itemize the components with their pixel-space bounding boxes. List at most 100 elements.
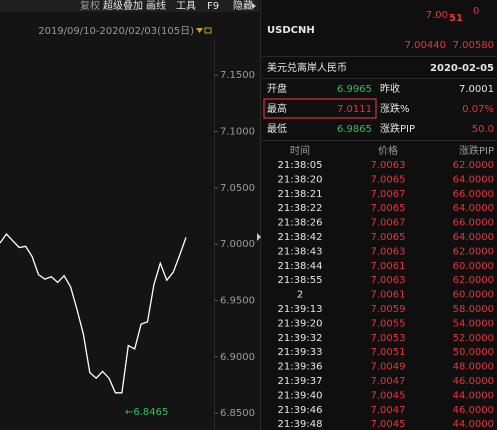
table-cell: 64.0000 <box>453 174 494 185</box>
column-header: 时间 <box>290 144 310 157</box>
collapse-arrow[interactable] <box>257 233 261 241</box>
stat-value: 50.0 <box>472 124 494 135</box>
table-cell: 7.0063 <box>371 160 406 171</box>
chart-panel <box>0 0 259 430</box>
stat-value: 7.0111 <box>337 104 372 115</box>
quote-panel <box>262 0 497 430</box>
instrument-name: 美元兑离岸人民币 <box>267 61 347 74</box>
table-cell: 21:39:33 <box>278 347 323 358</box>
table-cell: 60.0000 <box>453 290 494 301</box>
bid: 7.00440 <box>405 40 446 51</box>
table-cell: 7.0055 <box>371 318 406 329</box>
table-cell: 21:38:44 <box>278 261 323 272</box>
y-tick-label: 6.8500 <box>220 408 255 419</box>
table-cell: 7.0047 <box>371 376 406 387</box>
min-annotation: ←6.8465 <box>125 407 168 418</box>
table-cell: 21:39:20 <box>278 318 323 329</box>
stat-value: 7.0001 <box>459 84 494 95</box>
table-cell: 21:39:13 <box>278 304 323 315</box>
y-tick-label: 7.0500 <box>220 183 255 194</box>
y-tick-label: 6.9500 <box>220 295 255 306</box>
table-cell: 7.0045 <box>371 390 406 401</box>
table-cell: 7.0065 <box>371 174 406 185</box>
quote-date: 2020-02-05 <box>430 63 494 74</box>
y-tick-label: 6.9000 <box>220 352 255 363</box>
table-cell: 62.0000 <box>453 275 494 286</box>
table-cell: 44.0000 <box>453 419 494 430</box>
stat-label: 最高 <box>267 102 287 115</box>
table-cell: 48.0000 <box>453 362 494 373</box>
table-cell: 54.0000 <box>453 318 494 329</box>
table-cell: 21:38:42 <box>278 232 323 243</box>
table-cell: 62.0000 <box>453 160 494 171</box>
y-tick-label: 7.1500 <box>220 70 255 81</box>
toolbar-item[interactable]: 隐藏 <box>233 0 253 12</box>
y-tick-label: 7.1000 <box>220 126 255 137</box>
table-cell: 7.0067 <box>371 189 406 200</box>
stat-label: 涨跌% <box>380 102 410 115</box>
table-cell: 7.0065 <box>371 232 406 243</box>
lock-icon[interactable] <box>204 27 212 34</box>
stat-value: 0.07% <box>462 104 494 115</box>
stat-label: 最低 <box>267 122 287 135</box>
table-cell: 21:39:40 <box>278 390 323 401</box>
highlight-box <box>263 98 377 119</box>
table-cell: 62.0000 <box>453 246 494 257</box>
ask: 7.00580 <box>453 40 494 51</box>
toolbar <box>0 0 259 12</box>
table-cell: 7.0059 <box>371 304 406 315</box>
price-big: 51 <box>449 13 463 24</box>
toolbar-item[interactable]: 工具 <box>176 0 196 12</box>
toolbar-item[interactable]: 画线 <box>146 0 166 12</box>
table-cell: 7.0061 <box>371 261 406 272</box>
stat-value: 6.9965 <box>337 84 372 95</box>
table-cell: 46.0000 <box>453 405 494 416</box>
table-cell: 60.0000 <box>453 261 494 272</box>
table-cell: 2 <box>297 290 303 301</box>
tick-table: 时间 价格 涨跌PIP 21:38:05 7.0063 62.0000 21:38:20 7.… <box>278 144 494 430</box>
table-cell: 21:39:37 <box>278 376 323 387</box>
table-cell: 21:38:22 <box>278 203 323 214</box>
table-cell: 7.0045 <box>371 419 406 430</box>
table-cell: 21:38:55 <box>278 275 323 286</box>
date-range: 2019/09/10-2020/02/03(105日) <box>38 26 194 37</box>
table-cell: 58.0000 <box>453 304 494 315</box>
toolbar-items: 复权 超级叠加 画线 工具 F9 隐藏 <box>80 0 253 12</box>
chart: 6.8500 6.9000 6.9500 7.0000 7.0500 7.1000 7.15… <box>0 70 255 419</box>
table-cell: 7.0067 <box>371 218 406 229</box>
table-cell: 7.0065 <box>371 203 406 214</box>
column-header: 价格 <box>378 144 398 157</box>
table-cell: 64.0000 <box>453 232 494 243</box>
table-cell: 46.0000 <box>453 376 494 387</box>
table-cell: 21:39:46 <box>278 405 323 416</box>
table-cell: 7.0063 <box>371 275 406 286</box>
y-tick-label: 7.0000 <box>220 239 255 250</box>
price-main: 7.00 <box>426 10 448 21</box>
table-cell: 52.0000 <box>453 333 494 344</box>
toolbar-item[interactable]: 复权 <box>80 0 100 12</box>
table-cell: 7.0063 <box>371 246 406 257</box>
table-cell: 50.0000 <box>453 347 494 358</box>
stats: 开盘 6.9965 昨收 7.0001 最高 7.0111 涨跌% 0.07% 最低 6.9865… <box>267 82 494 135</box>
toolbar-item[interactable]: 超级叠加 <box>103 0 143 12</box>
table-cell: 7.0047 <box>371 405 406 416</box>
table-cell: 7.0051 <box>371 347 406 358</box>
table-cell: 21:38:43 <box>278 246 323 257</box>
table-cell: 7.0061 <box>371 290 406 301</box>
price-line <box>0 232 187 394</box>
table-cell: 66.0000 <box>453 189 494 200</box>
price-small: 0 <box>473 6 479 17</box>
table-cell: 64.0000 <box>453 203 494 214</box>
table-cell: 21:39:48 <box>278 419 323 430</box>
stat-label: 涨跌PIP <box>380 122 415 135</box>
dropdown-icon[interactable] <box>196 28 203 33</box>
table-cell: 44.0000 <box>453 390 494 401</box>
table-cell: 21:38:26 <box>278 218 323 229</box>
column-header: 涨跌PIP <box>459 144 494 157</box>
symbol: USDCNH <box>267 25 315 36</box>
toolbar-item[interactable]: F9 <box>207 1 219 12</box>
table-cell: 66.0000 <box>453 218 494 229</box>
table-cell: 21:39:36 <box>278 362 323 373</box>
